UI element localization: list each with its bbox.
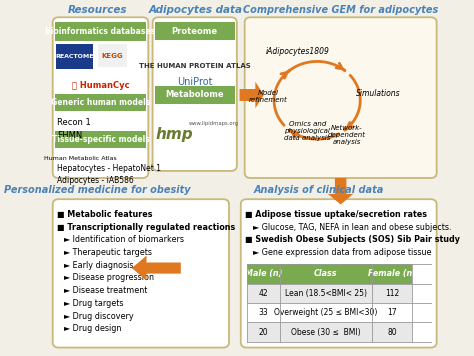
Text: ► Early diagnosis: ► Early diagnosis — [64, 261, 134, 269]
Text: ► Therapeutic targets: ► Therapeutic targets — [64, 248, 153, 257]
Text: ■ Metabolic features: ■ Metabolic features — [57, 210, 153, 219]
Text: REACTOME: REACTOME — [55, 54, 94, 59]
Text: ► Drug targets: ► Drug targets — [64, 299, 124, 308]
Text: EHMN: EHMN — [57, 131, 82, 140]
Bar — [372, 303, 412, 323]
Bar — [55, 131, 146, 148]
Text: Resources: Resources — [68, 5, 128, 15]
Text: KEGG: KEGG — [101, 53, 123, 59]
Text: ► Glucose, TAG, NEFA in lean and obese subjects.: ► Glucose, TAG, NEFA in lean and obese s… — [253, 222, 451, 231]
FancyBboxPatch shape — [53, 17, 148, 178]
FancyBboxPatch shape — [241, 199, 437, 347]
Text: ► Drug design: ► Drug design — [64, 324, 122, 333]
Text: ► Drug discovery: ► Drug discovery — [64, 312, 134, 320]
Bar — [55, 94, 146, 111]
Text: Tissue-specific models: Tissue-specific models — [52, 135, 149, 144]
Bar — [246, 303, 280, 323]
FancyBboxPatch shape — [245, 17, 437, 178]
Polygon shape — [328, 178, 354, 204]
Text: UniProt: UniProt — [177, 77, 212, 87]
Text: Network-
dependent
analysis: Network- dependent analysis — [328, 125, 365, 145]
Text: ■ Swedish Obese Subjects (SOS) Sib Pair study: ■ Swedish Obese Subjects (SOS) Sib Pair … — [246, 235, 460, 244]
Text: Hepatocytes - HepatoNet 1: Hepatocytes - HepatoNet 1 — [56, 164, 161, 173]
Text: ► Gene expression data from adipose tissue: ► Gene expression data from adipose tiss… — [253, 248, 431, 257]
Polygon shape — [132, 256, 181, 281]
Text: 112: 112 — [385, 289, 399, 298]
Text: Adipocytes - iAB586: Adipocytes - iAB586 — [56, 176, 133, 184]
FancyBboxPatch shape — [153, 17, 237, 171]
Text: Comprehensive GEM for adipocytes: Comprehensive GEM for adipocytes — [243, 5, 438, 15]
Text: ► Disease progression: ► Disease progression — [64, 273, 155, 282]
Text: Omics and
physiological
data analysis: Omics and physiological data analysis — [284, 121, 330, 141]
Text: ► Identification of biomarkers: ► Identification of biomarkers — [64, 235, 184, 244]
Polygon shape — [239, 82, 264, 108]
Bar — [56, 44, 93, 68]
Text: Bioinformatics databases: Bioinformatics databases — [46, 27, 155, 36]
Text: Adipocytes data: Adipocytes data — [149, 5, 243, 15]
Text: 33: 33 — [258, 308, 268, 317]
Text: Class: Class — [314, 269, 337, 278]
Text: Model
refinement: Model refinement — [249, 90, 288, 103]
Text: Analysis of clinical data: Analysis of clinical data — [254, 185, 384, 195]
Text: Simulations: Simulations — [356, 89, 400, 98]
Bar — [280, 303, 372, 323]
Bar — [280, 264, 372, 284]
Text: Personalized medicine for obesity: Personalized medicine for obesity — [4, 185, 191, 195]
Text: Metabolome: Metabolome — [165, 90, 224, 99]
Text: iAdipocytes1809: iAdipocytes1809 — [266, 47, 329, 56]
Bar — [372, 264, 412, 284]
Text: 80: 80 — [387, 328, 397, 337]
Text: 20: 20 — [258, 328, 268, 337]
FancyBboxPatch shape — [53, 199, 229, 347]
Bar — [55, 22, 146, 41]
Text: ► Disease treatment: ► Disease treatment — [64, 286, 148, 295]
Bar — [372, 284, 412, 303]
Bar — [246, 323, 280, 342]
Text: Male (n): Male (n) — [245, 269, 282, 278]
Bar — [372, 323, 412, 342]
Text: Overweight (25 ≤ BMI<30): Overweight (25 ≤ BMI<30) — [274, 308, 377, 317]
Text: Human Metabolic Atlas: Human Metabolic Atlas — [44, 156, 117, 161]
Bar — [155, 86, 235, 104]
Bar — [246, 264, 280, 284]
Text: Obese (30 ≤  BMI): Obese (30 ≤ BMI) — [291, 328, 361, 337]
Text: Ⓘ HumanCyc: Ⓘ HumanCyc — [72, 81, 129, 90]
Text: Generic human models: Generic human models — [51, 98, 150, 107]
Text: THE HUMAN PROTEIN ATLAS: THE HUMAN PROTEIN ATLAS — [139, 63, 251, 69]
Text: www.lipidmaps.org: www.lipidmaps.org — [188, 121, 238, 126]
Text: ■ Transcriptionally regulated reactions: ■ Transcriptionally regulated reactions — [57, 222, 236, 231]
Bar — [155, 22, 235, 40]
Text: ■ Adipose tissue uptake/secretion rates: ■ Adipose tissue uptake/secretion rates — [246, 210, 428, 219]
Text: Recon 1: Recon 1 — [57, 118, 91, 127]
Bar — [246, 284, 280, 303]
Text: hmp: hmp — [155, 127, 193, 142]
Text: 17: 17 — [387, 308, 397, 317]
Text: Proteome: Proteome — [172, 27, 218, 36]
Bar — [280, 323, 372, 342]
Bar — [98, 44, 127, 67]
Text: 42: 42 — [258, 289, 268, 298]
Text: Female (n): Female (n) — [368, 269, 416, 278]
Text: Lean (18.5<BMI< 25): Lean (18.5<BMI< 25) — [285, 289, 367, 298]
Bar — [280, 284, 372, 303]
